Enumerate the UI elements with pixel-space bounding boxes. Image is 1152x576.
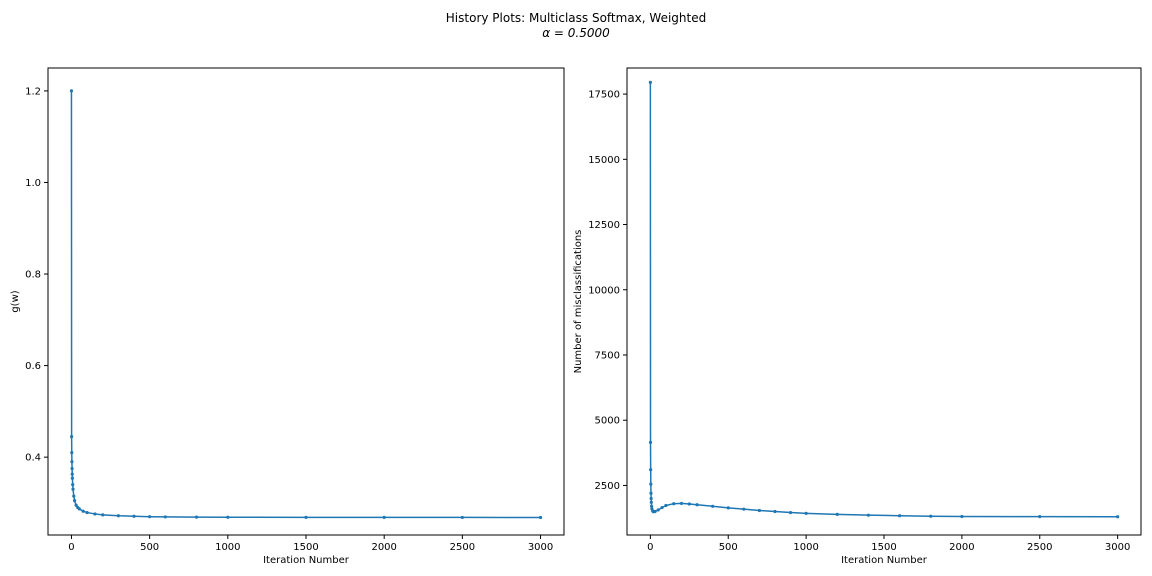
y-tick-label: 2500 xyxy=(595,481,620,492)
data-point xyxy=(653,509,657,514)
data-point xyxy=(101,513,105,517)
cost-history-plot: 0 500 1000 1500 2000 2500 3000 0.4 0.6 0.8 1.0 1.2 I… xyxy=(10,67,565,566)
x-tick-label: 1000 xyxy=(215,542,240,553)
data-point xyxy=(71,483,75,487)
data-point xyxy=(897,514,902,518)
data-point xyxy=(648,440,653,444)
data-point xyxy=(72,494,76,498)
data-point xyxy=(649,496,653,501)
data-point xyxy=(804,511,808,515)
data-point xyxy=(74,503,78,507)
data-point xyxy=(648,80,652,84)
data-point xyxy=(773,509,777,514)
y-axis-label: Number of misclassifications xyxy=(573,230,584,374)
data-point xyxy=(660,506,664,510)
data-point xyxy=(656,508,660,512)
data-point xyxy=(77,507,81,511)
x-tick-label: 2500 xyxy=(450,542,475,553)
data-point xyxy=(649,500,653,504)
data-point xyxy=(649,482,653,486)
series-line xyxy=(649,82,1118,518)
data-point xyxy=(93,512,97,516)
x-axis-label: Iteration Number xyxy=(841,555,928,566)
data-point xyxy=(226,515,230,519)
y-tick-label: 10000 xyxy=(588,285,620,296)
data-point xyxy=(163,515,167,519)
x-tick-label: 1500 xyxy=(871,542,896,553)
y-axis-label: g(w) xyxy=(10,290,21,312)
y-tick-label: 15000 xyxy=(588,155,620,166)
data-point xyxy=(649,468,653,472)
data-point xyxy=(70,450,74,455)
x-tick-label: 2000 xyxy=(371,542,396,553)
data-point xyxy=(960,514,964,519)
y-tick-label: 1.0 xyxy=(25,178,41,189)
data-point xyxy=(650,504,654,508)
data-point xyxy=(788,510,793,515)
x-tick-label: 0 xyxy=(647,542,653,553)
data-point xyxy=(72,499,77,503)
data-point xyxy=(726,506,730,510)
data-point xyxy=(70,460,74,464)
data-point xyxy=(382,515,386,519)
data-point xyxy=(695,503,699,507)
x-axis-label: Iteration Number xyxy=(263,555,350,566)
x-tick-label: 2500 xyxy=(1027,542,1052,553)
y-tick-label: 0.4 xyxy=(25,453,41,464)
y-tick-label: 12500 xyxy=(588,220,620,231)
axes-frame xyxy=(47,67,565,536)
figure-title: History Plots: Multiclass Softmax, Weigh… xyxy=(446,11,706,25)
data-point xyxy=(664,503,668,508)
data-point xyxy=(679,501,684,506)
data-point xyxy=(132,514,136,518)
data-point xyxy=(85,510,89,515)
data-point xyxy=(70,434,74,439)
data-point xyxy=(866,513,871,517)
axes-frame xyxy=(626,67,1142,536)
data-point xyxy=(1116,515,1120,519)
data-point xyxy=(929,514,933,518)
data-point xyxy=(304,515,308,519)
y-tick-label: 1.2 xyxy=(25,86,41,97)
data-point xyxy=(70,467,74,471)
y-tick-label: 0.8 xyxy=(25,270,41,281)
x-tick-label: 500 xyxy=(140,542,159,553)
data-point xyxy=(81,509,85,513)
data-point xyxy=(835,512,839,516)
y-tick-label: 0.6 xyxy=(25,361,41,372)
data-point xyxy=(194,515,199,519)
data-point xyxy=(70,472,74,476)
x-tick-label: 3000 xyxy=(528,542,553,553)
series-line xyxy=(70,90,541,519)
data-point xyxy=(69,89,74,93)
x-tick-label: 500 xyxy=(719,542,738,553)
data-point xyxy=(1038,515,1042,519)
data-point xyxy=(649,491,653,495)
data-point xyxy=(70,476,74,480)
figure-subtitle: α = 0.5000 xyxy=(542,26,610,40)
y-tick-label: 17500 xyxy=(588,90,620,101)
data-point xyxy=(672,502,676,506)
data-point xyxy=(538,515,543,520)
data-point xyxy=(71,487,75,491)
x-tick-label: 2000 xyxy=(949,542,974,553)
data-point xyxy=(460,515,464,520)
y-tick-label: 5000 xyxy=(595,416,620,427)
data-point xyxy=(687,502,691,506)
data-point xyxy=(116,514,120,518)
x-tick-label: 0 xyxy=(68,542,74,553)
data-point xyxy=(711,504,715,508)
data-point xyxy=(742,507,746,511)
x-tick-label: 3000 xyxy=(1105,542,1130,553)
misclassification-history-plot: 0 500 1000 1500 2000 2500 3000 2500 5000 7500 1000… xyxy=(573,67,1142,566)
x-tick-label: 1500 xyxy=(293,542,318,553)
y-tick-label: 7500 xyxy=(595,350,620,361)
data-point xyxy=(757,508,761,513)
x-tick-label: 1000 xyxy=(793,542,818,553)
data-point xyxy=(148,515,152,519)
